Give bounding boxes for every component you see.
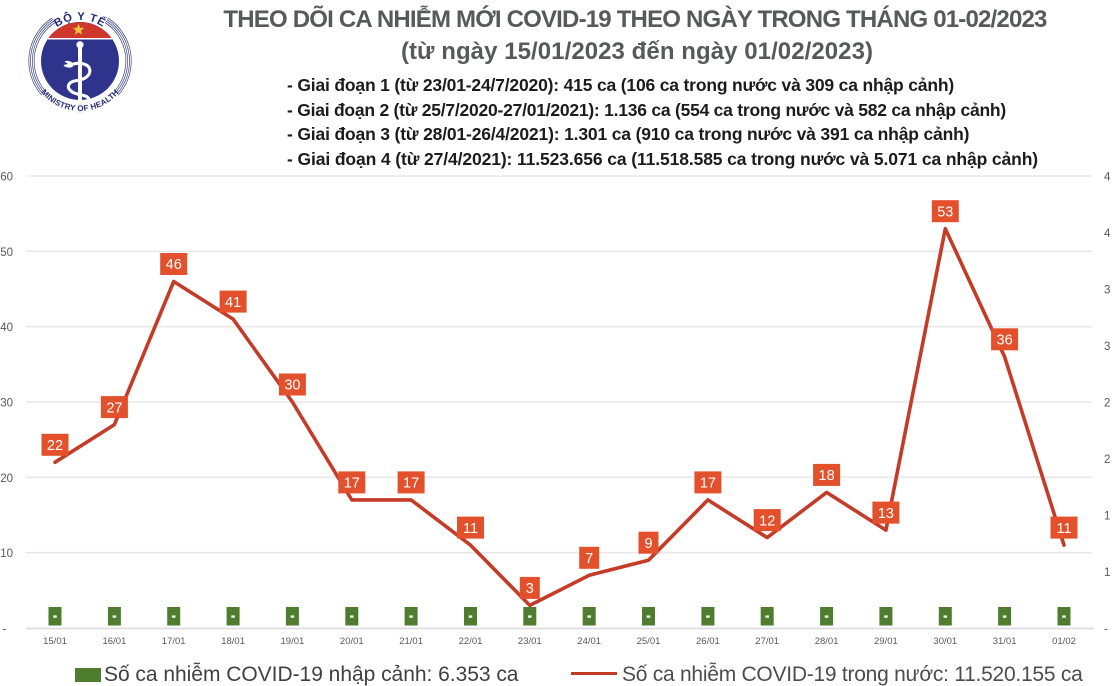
svg-text:46: 46: [166, 257, 182, 273]
svg-text:36: 36: [997, 333, 1013, 349]
svg-text:19/01: 19/01: [281, 636, 305, 647]
svg-text:4: 4: [1104, 228, 1111, 240]
svg-text:13: 13: [878, 506, 894, 522]
svg-text:22: 22: [47, 438, 63, 454]
svg-text:01/02: 01/02: [1052, 636, 1076, 647]
svg-text:30: 30: [0, 398, 13, 410]
svg-text:30: 30: [284, 378, 300, 394]
svg-text:16/01: 16/01: [103, 636, 127, 647]
svg-text:27/01: 27/01: [755, 636, 779, 647]
svg-text:20: 20: [0, 473, 13, 485]
svg-text:11: 11: [463, 521, 478, 537]
svg-text:17/01: 17/01: [162, 636, 186, 647]
svg-text:2: 2: [1104, 454, 1110, 466]
svg-text:28/01: 28/01: [815, 636, 839, 647]
svg-text:15/01: 15/01: [43, 636, 67, 647]
svg-text:31/01: 31/01: [993, 636, 1017, 647]
svg-text:3: 3: [1104, 341, 1110, 353]
svg-text:3: 3: [1104, 285, 1110, 297]
svg-text:30/01: 30/01: [933, 636, 957, 647]
svg-text:10: 10: [0, 548, 13, 560]
svg-text:7: 7: [585, 551, 593, 567]
svg-text:27: 27: [106, 400, 122, 416]
svg-text:-: -: [3, 624, 7, 636]
svg-text:25/01: 25/01: [637, 636, 661, 647]
svg-text:-: -: [1104, 624, 1108, 636]
svg-text:17: 17: [700, 476, 716, 492]
svg-text:21/01: 21/01: [399, 636, 423, 647]
svg-text:24/01: 24/01: [577, 636, 601, 647]
svg-text:23/01: 23/01: [518, 636, 542, 647]
svg-text:4: 4: [1104, 172, 1111, 184]
svg-text:17: 17: [403, 476, 419, 492]
svg-text:41: 41: [225, 295, 241, 311]
svg-text:1: 1: [1104, 511, 1110, 523]
svg-text:53: 53: [937, 204, 953, 220]
svg-text:60: 60: [0, 172, 13, 184]
svg-text:18: 18: [819, 468, 835, 484]
svg-text:22/01: 22/01: [459, 636, 483, 647]
svg-text:40: 40: [0, 322, 13, 334]
svg-text:3: 3: [526, 581, 534, 597]
svg-text:12: 12: [759, 513, 775, 529]
svg-text:20/01: 20/01: [340, 636, 364, 647]
svg-text:29/01: 29/01: [874, 636, 898, 647]
svg-text:1: 1: [1104, 567, 1110, 579]
svg-text:11: 11: [1056, 521, 1071, 537]
svg-text:9: 9: [644, 536, 652, 552]
svg-text:17: 17: [344, 476, 360, 492]
svg-text:50: 50: [0, 247, 13, 259]
svg-text:2: 2: [1104, 398, 1110, 410]
svg-text:18/01: 18/01: [221, 636, 245, 647]
svg-text:26/01: 26/01: [696, 636, 720, 647]
svg-text:BỘ Y TẾ: BỘ Y TẾ: [52, 11, 108, 30]
